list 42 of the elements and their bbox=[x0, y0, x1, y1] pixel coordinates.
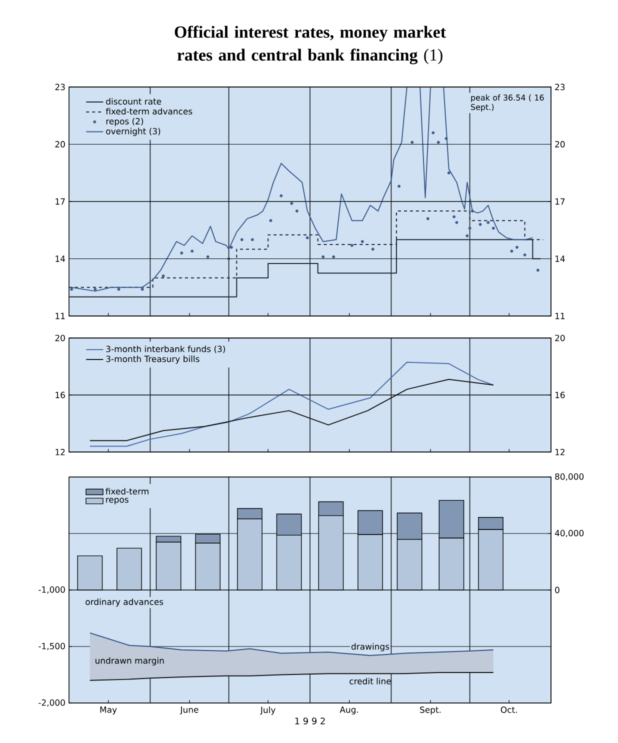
x-tick-label: Sept. bbox=[420, 706, 441, 715]
y2-tick-label: 40,000 bbox=[554, 530, 584, 538]
x-tick-label: May bbox=[100, 706, 117, 714]
y2-tick-label: 16 bbox=[555, 392, 565, 398]
legend-label: 3-month interbank funds (3) bbox=[106, 346, 225, 354]
y2-tick-label: 80,000 bbox=[555, 473, 584, 481]
y-tick-label: -2,000 bbox=[38, 699, 65, 707]
y-tick-label: -1,500 bbox=[38, 642, 65, 650]
y-tick-label: 11 bbox=[56, 312, 65, 320]
legend-label: overnight (3) bbox=[106, 128, 160, 136]
annotation: undrawn margin bbox=[96, 657, 164, 666]
legend-label: repos bbox=[106, 498, 128, 504]
annotation: ordinary advances bbox=[86, 598, 164, 607]
y2-tick-label: 23 bbox=[555, 84, 565, 90]
legend-label: fixed-term bbox=[106, 488, 148, 495]
y-tick-label: -1,000 bbox=[38, 586, 65, 594]
y-tick-label: 16 bbox=[56, 392, 65, 398]
chart-title: Official interest rates, money market rates and central bank financing (1) bbox=[174, 26, 446, 64]
y-tick-label: 12 bbox=[56, 448, 65, 456]
series-label: credit line bbox=[350, 678, 391, 684]
legend-label: fixed-term advances bbox=[106, 108, 192, 115]
legend-label: discount rate bbox=[106, 98, 162, 105]
x-tick-label: Oct. bbox=[500, 706, 517, 713]
y2-tick-label: 11 bbox=[555, 312, 565, 320]
y2-tick-label: 14 bbox=[555, 256, 565, 262]
x-tick-label: July bbox=[260, 706, 276, 715]
legend-label: repos (2) bbox=[106, 118, 144, 126]
y-tick-label: 17 bbox=[56, 198, 65, 205]
x-tick-label: June bbox=[180, 706, 198, 714]
y2-tick-label: 20 bbox=[555, 141, 565, 148]
legend-label: 3-month Treasury bills bbox=[106, 356, 200, 364]
y-tick-label: 20 bbox=[55, 141, 65, 148]
y2-tick-label: 17 bbox=[555, 198, 565, 205]
y-tick-label: 20 bbox=[55, 334, 65, 342]
series-label: drawings bbox=[351, 643, 390, 652]
y-tick-label: 23 bbox=[55, 84, 65, 90]
x-axis-title: 1 9 9 2 bbox=[295, 718, 325, 724]
y2-tick-label: 0 bbox=[555, 586, 560, 594]
y2-tick-label: 12 bbox=[555, 448, 564, 456]
y2-tick-label: 20 bbox=[555, 334, 565, 342]
x-tick-label: Aug. bbox=[340, 706, 358, 714]
y-tick-label: 14 bbox=[56, 256, 65, 262]
